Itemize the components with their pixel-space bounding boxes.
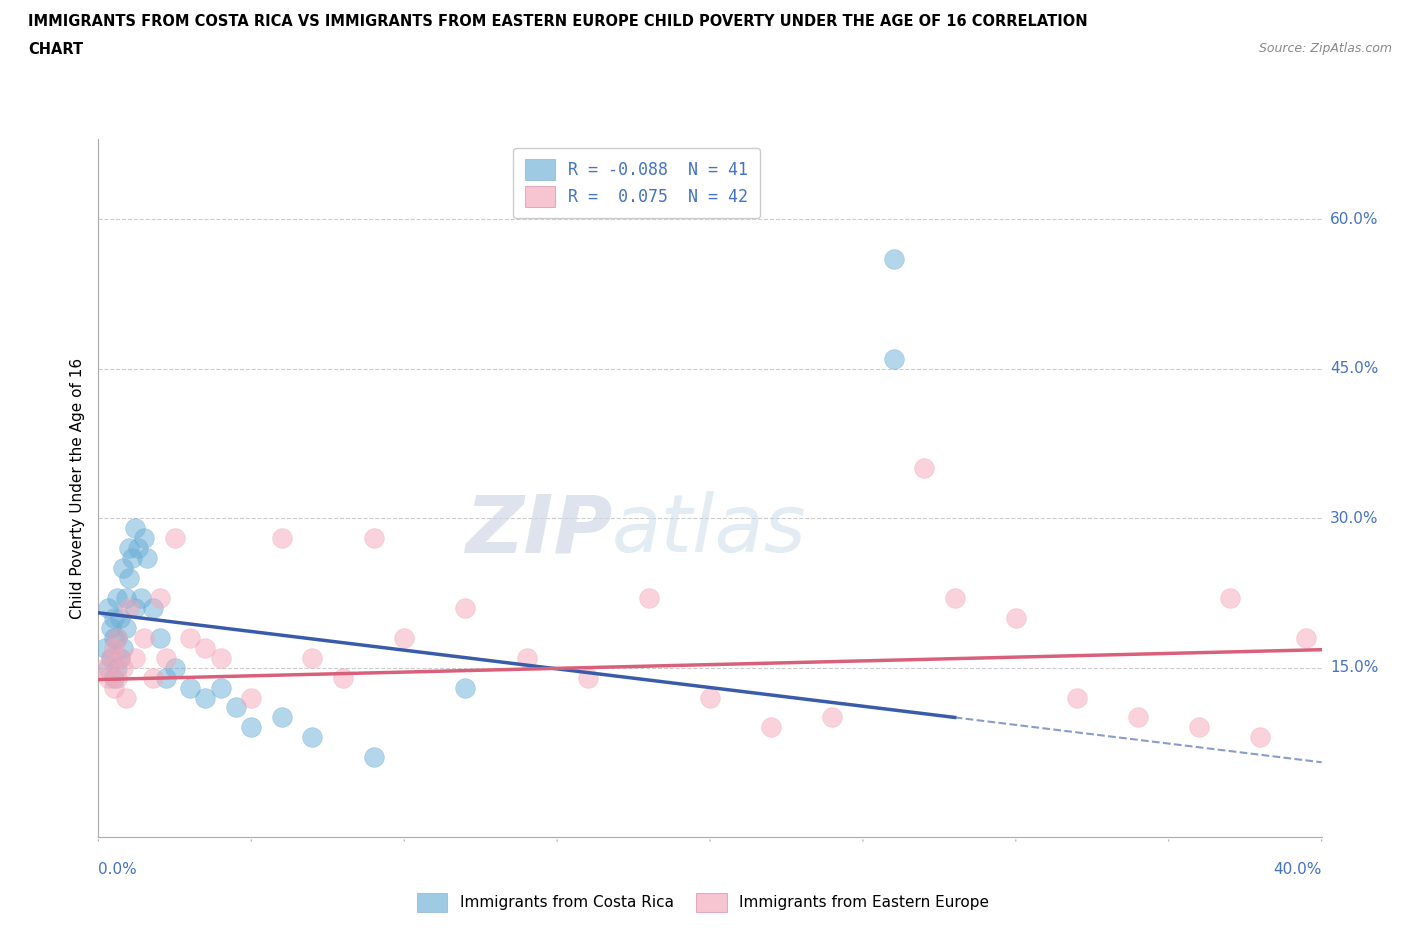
Point [270,710,292,724]
Point [179,680,201,695]
Point [105,631,128,645]
Point [103,671,125,685]
Point [1128,710,1150,724]
Point [103,610,125,625]
Point [1295,631,1317,645]
Point [142,671,165,685]
Point [103,640,125,655]
Point [1004,610,1026,625]
Point [454,680,477,695]
Point [124,650,146,665]
Point [883,252,905,267]
Point [209,650,232,665]
Point [149,591,172,605]
Point [363,531,385,546]
Point [194,640,217,655]
Point [883,352,905,366]
Point [118,601,141,616]
Point [105,660,128,675]
Point [97,601,120,616]
Point [136,551,159,565]
Point [103,680,125,695]
Point [155,650,177,665]
Point [124,601,146,616]
Point [363,750,385,764]
Point [115,620,138,635]
Text: Source: ZipAtlas.com: Source: ZipAtlas.com [1258,42,1392,55]
Text: atlas: atlas [612,491,807,569]
Y-axis label: Child Poverty Under the Age of 16: Child Poverty Under the Age of 16 [69,358,84,618]
Text: 40.0%: 40.0% [1274,862,1322,877]
Point [912,461,935,476]
Point [209,680,232,695]
Point [179,631,201,645]
Point [759,720,782,735]
Point [392,631,416,645]
Point [121,551,143,565]
Point [1219,591,1241,605]
Point [111,660,134,675]
Text: 15.0%: 15.0% [1330,660,1378,675]
Legend: R = -0.088  N = 41, R =  0.075  N = 42: R = -0.088 N = 41, R = 0.075 N = 42 [513,148,761,219]
Point [124,521,146,536]
Point [225,700,247,715]
Point [516,650,538,665]
Point [100,620,122,635]
Point [1188,720,1211,735]
Point [111,640,134,655]
Point [637,591,661,605]
Point [301,730,323,745]
Point [93,640,115,655]
Point [93,660,115,675]
Text: 0.0%: 0.0% [98,862,138,877]
Text: IMMIGRANTS FROM COSTA RICA VS IMMIGRANTS FROM EASTERN EUROPE CHILD POVERTY UNDER: IMMIGRANTS FROM COSTA RICA VS IMMIGRANTS… [28,14,1088,29]
Point [108,650,131,665]
Text: CHART: CHART [28,42,83,57]
Point [240,690,263,705]
Point [108,650,131,665]
Point [129,591,152,605]
Text: 30.0%: 30.0% [1330,511,1378,525]
Point [576,671,599,685]
Point [194,690,217,705]
Point [332,671,354,685]
Point [454,601,477,616]
Point [699,690,721,705]
Point [163,660,186,675]
Point [105,631,128,645]
Point [163,531,186,546]
Point [118,570,141,585]
Point [115,591,138,605]
Point [103,631,125,645]
Point [105,591,128,605]
Point [149,631,172,645]
Point [301,650,323,665]
Point [1249,730,1271,745]
Point [821,710,844,724]
Point [270,531,292,546]
Point [142,601,165,616]
Point [155,671,177,685]
Point [115,690,138,705]
Point [943,591,966,605]
Point [240,720,263,735]
Text: 45.0%: 45.0% [1330,361,1378,376]
Point [118,540,141,555]
Point [108,610,131,625]
Point [97,660,120,675]
Point [111,561,134,576]
Text: ZIP: ZIP [465,491,612,569]
Point [105,671,128,685]
Legend: Immigrants from Costa Rica, Immigrants from Eastern Europe: Immigrants from Costa Rica, Immigrants f… [411,887,995,918]
Text: 60.0%: 60.0% [1330,212,1378,227]
Point [1066,690,1088,705]
Point [127,540,149,555]
Point [97,671,120,685]
Point [100,650,122,665]
Point [134,631,156,645]
Point [100,650,122,665]
Point [134,531,156,546]
